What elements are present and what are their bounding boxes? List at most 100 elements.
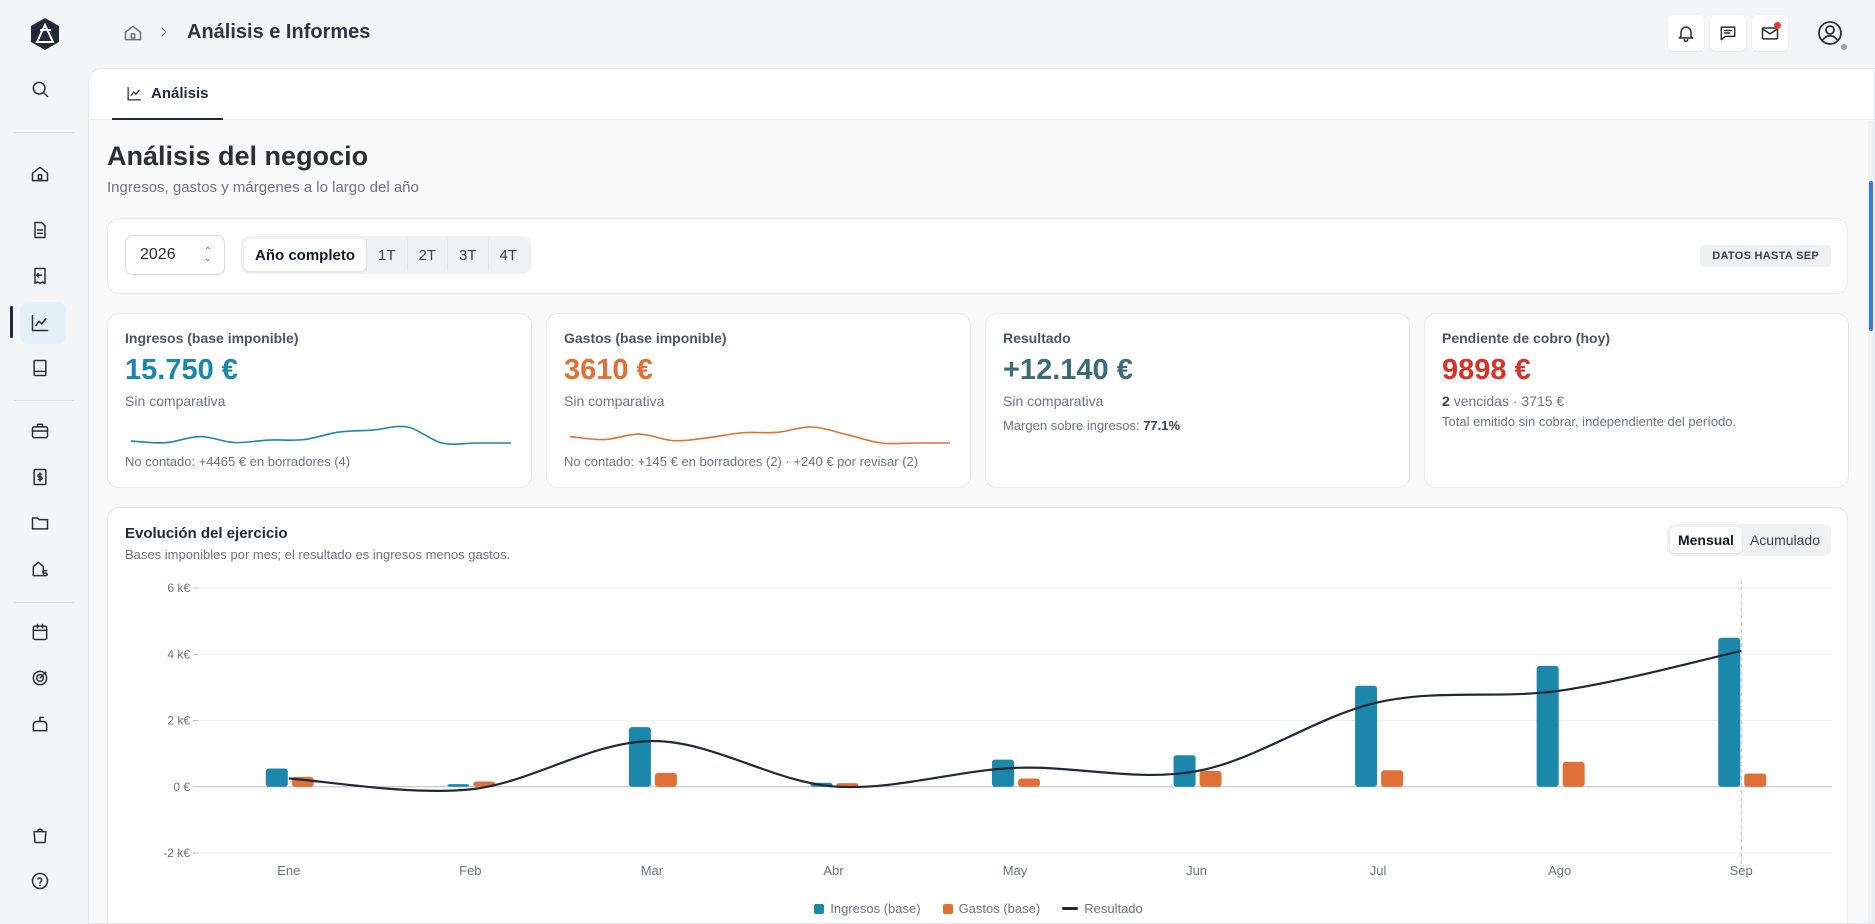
kpi-note: Total emitido sin cobrar, independiente … <box>1442 414 1737 429</box>
target-icon[interactable] <box>29 667 51 689</box>
messages-button[interactable] <box>1710 15 1746 51</box>
home-icon[interactable] <box>29 163 51 185</box>
kpi-value: 3610 € <box>564 354 653 386</box>
period-segmented-control: Año completo 1T 2T 3T 4T <box>241 236 532 274</box>
chart-title: Evolución del ejercicio <box>125 525 288 542</box>
legend-label: Gastos (base) <box>958 901 1041 916</box>
overdue-count: 2 <box>1442 393 1450 409</box>
view-cumulative[interactable]: Acumulado <box>1749 532 1820 548</box>
gastos-sparkline <box>569 426 950 445</box>
page-title: Análisis del negocio <box>107 141 369 171</box>
scrollbar-thumb[interactable] <box>1869 181 1873 331</box>
bar-ingresos <box>265 768 288 787</box>
sparkline-path <box>130 425 511 445</box>
main-content: Análisis Análisis del negocio Ingresos, … <box>88 68 1875 924</box>
bar-gastos <box>1018 778 1040 787</box>
kpi-value: +12.140 € <box>1003 354 1133 386</box>
bar-ingresos <box>1536 665 1559 787</box>
legend-item-gastos[interactable]: Gastos (base) <box>942 901 1041 916</box>
status-dot <box>1841 44 1847 50</box>
chart-card: 6 k€ 4 k€ 2 k€ 0 € -2 k€ Ene Feb Mar Abr May Jun Ju… <box>107 507 1849 923</box>
mailbox-icon[interactable] <box>29 713 51 735</box>
y-tick-label: -2 k€ <box>163 846 190 860</box>
period-q3[interactable]: 3T <box>447 239 488 271</box>
bar-ingresos <box>628 727 651 787</box>
period-q1[interactable]: 1T <box>366 239 407 271</box>
kpi-overdue: 2 vencidas · 3715 € <box>1442 393 1564 409</box>
mail-button[interactable] <box>1752 15 1788 51</box>
sidebar-divider <box>14 400 74 401</box>
period-q4[interactable]: 4T <box>487 239 529 271</box>
line-resultado <box>288 649 1742 792</box>
invoice-dollar-icon[interactable] <box>29 466 51 488</box>
help-icon[interactable] <box>29 870 51 892</box>
bar-gastos <box>1744 773 1767 787</box>
chat-icon <box>1720 26 1736 41</box>
tab-analisis[interactable]: Análisis <box>112 69 223 120</box>
tab-label: Análisis <box>151 85 209 102</box>
kpi-card-pendiente: Pendiente de cobro (hoy) 9898 € 2 vencid… <box>1424 313 1849 488</box>
bar-gastos <box>1562 761 1585 787</box>
period-q2[interactable]: 2T <box>406 239 448 271</box>
book-icon[interactable] <box>29 357 51 379</box>
data-until-badge: DATOS HASTA SEP <box>1700 245 1831 267</box>
page-subtitle: Ingresos, gastos y márgenes a lo largo d… <box>107 179 419 196</box>
x-tick-label: Mar <box>641 863 664 878</box>
shopping-bag-icon[interactable] <box>29 824 51 846</box>
year-select[interactable]: 2026 ⌃ ⌄ <box>125 235 225 275</box>
breadcrumb-current: Análisis e Informes <box>187 21 371 43</box>
search-icon[interactable] <box>29 78 51 100</box>
bar-gastos <box>654 772 677 787</box>
bar-ingresos <box>1355 685 1378 787</box>
updown-chevron-icon: ⌃ ⌄ <box>203 246 212 264</box>
kpi-card-gastos: Gastos (base imponible) 3610 € Sin compa… <box>546 313 971 488</box>
document-icon[interactable] <box>29 219 51 241</box>
period-full-year[interactable]: Año completo <box>244 239 366 271</box>
briefcase-icon[interactable] <box>29 420 51 442</box>
chevron-right-icon <box>156 24 174 42</box>
x-tick-label: Ene <box>277 863 300 878</box>
scrollbar[interactable] <box>1868 121 1874 923</box>
bar-ingresos <box>447 784 470 787</box>
analytics-chart-icon[interactable] <box>29 312 51 334</box>
year-value: 2026 <box>140 246 176 263</box>
user-avatar[interactable] <box>1817 20 1843 46</box>
evolution-chart: 6 k€ 4 k€ 2 k€ 0 € -2 k€ Ene Feb Mar Abr May Jun Ju… <box>163 580 1832 878</box>
sparkline-path <box>569 426 950 445</box>
x-tick-label: Feb <box>459 863 481 878</box>
kpi-comparison: Sin comparativa <box>564 393 665 409</box>
legend-label: Ingresos (base) <box>830 901 921 916</box>
app-logo[interactable] <box>29 17 61 51</box>
user-icon <box>1818 21 1842 45</box>
bank-dollar-icon[interactable] <box>29 558 51 580</box>
y-tick-label: 0 € <box>173 780 190 794</box>
legend-item-resultado[interactable]: Resultado <box>1062 901 1143 916</box>
notifications-button[interactable] <box>1668 15 1704 51</box>
kpi-margin: Margen sobre ingresos: 77.1% <box>1003 418 1180 433</box>
legend-item-ingresos[interactable]: Ingresos (base) <box>814 901 921 916</box>
calendar-icon[interactable] <box>29 621 51 643</box>
folder-icon[interactable] <box>29 512 51 534</box>
kpi-footer: No contado: +145 € en borradores (2) · +… <box>564 454 919 469</box>
kpi-label: Pendiente de cobro (hoy) <box>1442 330 1611 346</box>
breadcrumb-home-icon[interactable] <box>123 23 143 43</box>
y-tick-label: 2 k€ <box>167 714 190 728</box>
x-tick-label: Sep <box>1730 863 1753 878</box>
kpi-comparison: Sin comparativa <box>125 393 226 409</box>
kpi-value: 15.750 € <box>125 354 238 386</box>
tab-bar: Análisis <box>89 69 1874 120</box>
y-tick-label: 6 k€ <box>167 581 190 595</box>
legend-swatch <box>814 903 825 914</box>
x-tick-label: Ago <box>1548 863 1571 878</box>
bell-icon <box>1678 26 1694 43</box>
x-tick-label: Abr <box>823 863 844 878</box>
kpi-label: Gastos (base imponible) <box>564 330 727 346</box>
overdue-text: vencidas · 3715 € <box>1453 393 1565 409</box>
bar-ingresos <box>1173 755 1196 787</box>
kpi-footer: No contado: +4465 € en borradores (4) <box>125 454 351 469</box>
receipt-return-icon[interactable] <box>29 265 51 287</box>
chart-legend: Ingresos (base) Gastos (base) Resultado <box>108 901 1849 916</box>
ingresos-sparkline <box>130 425 511 445</box>
view-monthly[interactable]: Mensual <box>1669 527 1742 553</box>
kpi-card-ingresos: Ingresos (base imponible) 15.750 € Sin c… <box>107 313 532 488</box>
